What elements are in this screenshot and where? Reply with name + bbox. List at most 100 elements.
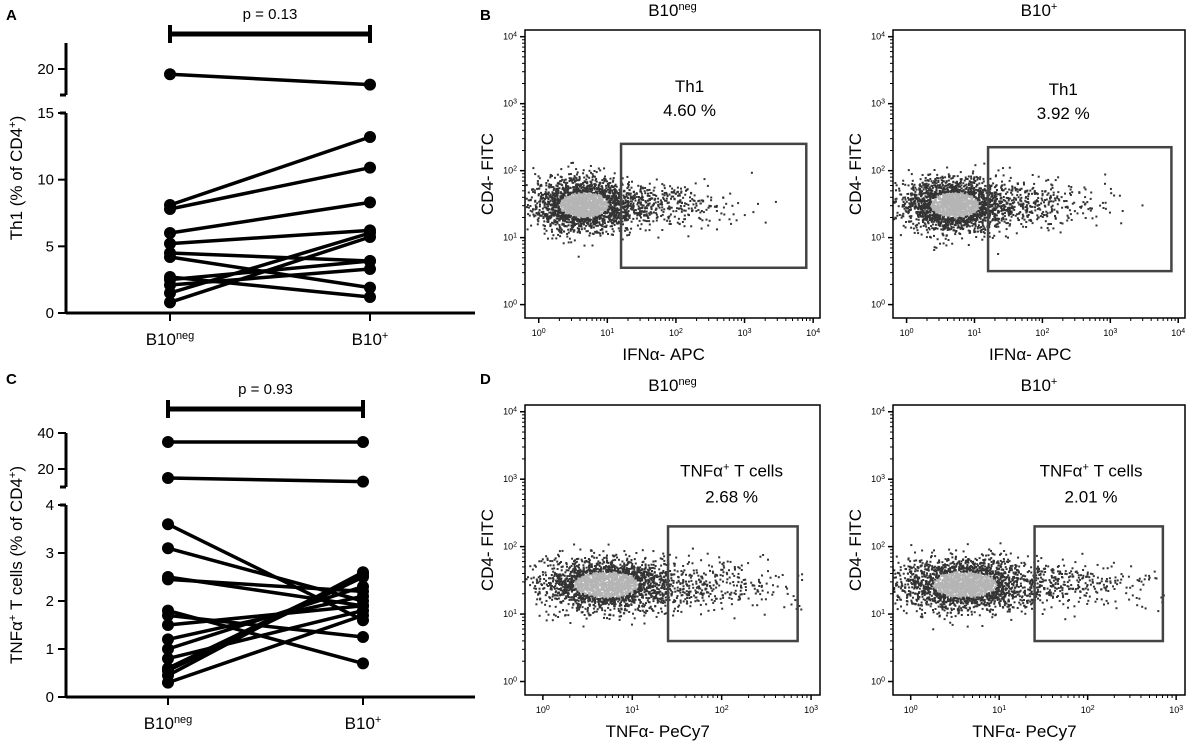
cell-event (604, 190, 607, 193)
cell-event (577, 183, 579, 186)
tick-exponent: 1 (513, 232, 517, 239)
cell-event (960, 184, 963, 187)
cell-event (534, 214, 537, 217)
cell-event (543, 225, 546, 227)
cell-event (590, 205, 593, 208)
cell-event (962, 212, 965, 214)
cell-event (980, 226, 983, 228)
cell-event (611, 189, 614, 192)
cell-event (545, 184, 548, 187)
cell-event (676, 207, 678, 210)
cell-event (624, 227, 627, 230)
cell-event (974, 210, 977, 213)
cell-event (655, 212, 658, 215)
cell-event (976, 218, 979, 221)
cell-event (553, 210, 556, 213)
cell-event (947, 206, 950, 209)
cell-event (941, 207, 944, 210)
cell-event (563, 215, 566, 218)
cell-event (928, 216, 931, 219)
cell-event (615, 214, 618, 217)
cell-event (927, 192, 929, 195)
cell-event (969, 196, 972, 199)
cell-event (1002, 216, 1005, 219)
cell-event (563, 225, 566, 228)
cell-event (1002, 167, 1004, 170)
x-tick-label: 100 (532, 328, 546, 339)
y-tick-label: 20 (37, 61, 54, 78)
cell-event (559, 235, 562, 238)
cell-event (595, 191, 598, 194)
cell-event (598, 214, 601, 217)
cell-event (569, 211, 572, 214)
cell-event (764, 221, 767, 224)
cell-event (605, 202, 608, 205)
cell-event (591, 189, 594, 192)
cell-event (943, 188, 946, 191)
cell-event (716, 228, 718, 231)
cell-event (940, 202, 943, 205)
cell-event (577, 255, 580, 258)
cell-event (577, 222, 580, 225)
cell-event (684, 209, 687, 212)
cell-event (530, 224, 533, 227)
cell-event (657, 205, 660, 208)
cell-event (687, 235, 690, 238)
cell-event (648, 220, 651, 223)
cell-event (563, 196, 566, 199)
cell-event (700, 210, 703, 212)
cell-event (588, 201, 591, 204)
cell-event (982, 208, 985, 211)
cell-event (700, 227, 703, 230)
cell-event (980, 196, 983, 199)
cell-event (690, 191, 692, 194)
cell-event (588, 234, 591, 237)
cell-event (635, 217, 638, 220)
cell-event (982, 198, 985, 201)
cell-event (612, 192, 615, 195)
cell-event (581, 189, 584, 192)
cell-event (938, 185, 941, 187)
cell-event (937, 204, 940, 207)
cell-event (977, 210, 980, 212)
cell-event (974, 223, 977, 226)
cell-event (916, 196, 919, 199)
cell-event (625, 213, 628, 216)
cell-event (929, 211, 932, 214)
cell-event (545, 215, 548, 218)
cell-event (627, 201, 630, 204)
cell-event (925, 184, 928, 187)
cell-event (585, 216, 588, 219)
cell-event (589, 180, 592, 183)
cell-event (583, 190, 586, 193)
cell-event (588, 207, 591, 210)
cell-event (709, 205, 712, 208)
cell-event (703, 178, 706, 181)
cell-event (588, 216, 591, 219)
cell-event (536, 223, 539, 226)
cell-event (959, 233, 962, 235)
cell-event (572, 191, 575, 193)
cell-event (584, 217, 587, 220)
cell-event (935, 211, 938, 214)
cell-event (545, 182, 548, 184)
cell-event (907, 198, 910, 201)
cell-event (569, 199, 572, 202)
cell-event (918, 212, 921, 215)
cell-event (574, 210, 577, 213)
data-point-b10neg (162, 573, 174, 586)
cell-event (905, 221, 907, 223)
cell-event (576, 207, 579, 209)
cell-event (627, 200, 629, 203)
cell-event (563, 179, 566, 182)
cell-event (589, 219, 591, 222)
cell-event (552, 202, 555, 205)
cell-event (586, 198, 589, 200)
cell-event (652, 220, 655, 223)
cell-event (934, 198, 937, 201)
cell-event (561, 204, 563, 207)
cell-event (565, 184, 567, 187)
cell-event (594, 216, 597, 219)
cell-event (584, 196, 587, 199)
